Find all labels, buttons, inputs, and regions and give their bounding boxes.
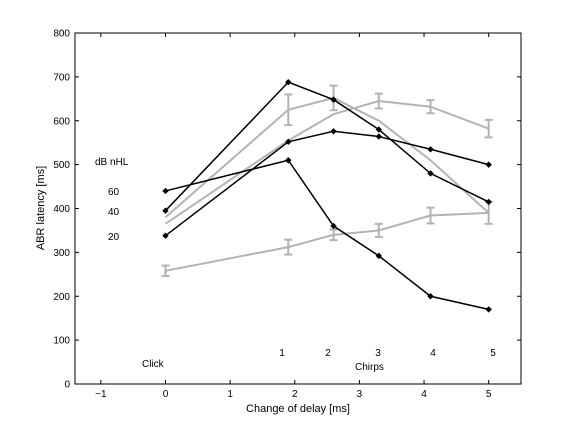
y-tick-label: 400 — [53, 204, 70, 215]
level-20: 20 — [108, 232, 120, 243]
chirp-number-3: 3 — [375, 348, 381, 359]
y-tick-label: 300 — [53, 248, 70, 259]
level-header: dB nHL — [95, 157, 129, 168]
chirp-number-2: 2 — [325, 348, 331, 359]
ticks-layer: −1 0 1 2 3 4 5 0 100 200 300 400 500 600 700 800 — [53, 29, 521, 400]
x-tick-label: 3 — [357, 389, 363, 400]
black-data-point — [485, 198, 492, 206]
black-series-layer — [162, 78, 492, 313]
x-tick-label: 0 — [163, 389, 169, 400]
level-60: 60 — [108, 187, 120, 198]
x-tick-label: 4 — [421, 389, 427, 400]
black-data-point — [162, 207, 169, 214]
y-tick-label: 800 — [53, 29, 70, 40]
black-data-point — [330, 128, 337, 135]
click-label: Click — [142, 359, 165, 370]
black-data-point — [427, 146, 434, 153]
black-series-line — [164, 81, 490, 212]
plot-area — [74, 32, 522, 385]
y-tick-label: 600 — [53, 116, 70, 127]
level-40: 40 — [108, 207, 120, 218]
black-data-point — [485, 161, 492, 168]
x-tick-label: 1 — [227, 389, 233, 400]
x-tick-label: 2 — [292, 389, 298, 400]
x-tick-label: 5 — [486, 389, 492, 400]
y-tick-label: 700 — [53, 72, 70, 83]
gray-series-line — [165, 211, 489, 272]
y-tick-label: 100 — [53, 336, 70, 347]
y-tick-label: 500 — [53, 160, 70, 171]
black-data-point — [427, 170, 434, 177]
black-data-point — [375, 126, 382, 133]
black-data-point — [485, 306, 492, 313]
black-data-point — [375, 252, 382, 260]
black-data-point — [330, 96, 337, 103]
chirp-number-1: 1 — [279, 348, 285, 359]
black-data-point — [285, 157, 292, 164]
black-data-point — [330, 222, 337, 230]
black-data-point — [285, 78, 292, 86]
black-series-line — [165, 130, 489, 237]
black-data-point — [162, 232, 169, 239]
black-data-point — [162, 187, 169, 195]
gray-series-line — [164, 96, 490, 219]
y-tick-label: 0 — [64, 380, 70, 391]
chirp-number-4: 4 — [430, 348, 436, 359]
y-axis-label: ABR latency [ms] — [35, 166, 47, 250]
black-series-line — [165, 159, 489, 311]
chirp-number-5: 5 — [490, 348, 496, 359]
black-data-point — [285, 138, 292, 146]
black-data-point — [375, 133, 382, 140]
y-tick-label: 200 — [53, 292, 70, 303]
x-axis-label: Change of delay [ms] — [246, 403, 350, 415]
black-data-point — [427, 293, 434, 300]
gray-series-line — [164, 99, 490, 225]
chirps-label: Chirps — [355, 362, 384, 373]
x-tick-label: −1 — [95, 389, 107, 400]
